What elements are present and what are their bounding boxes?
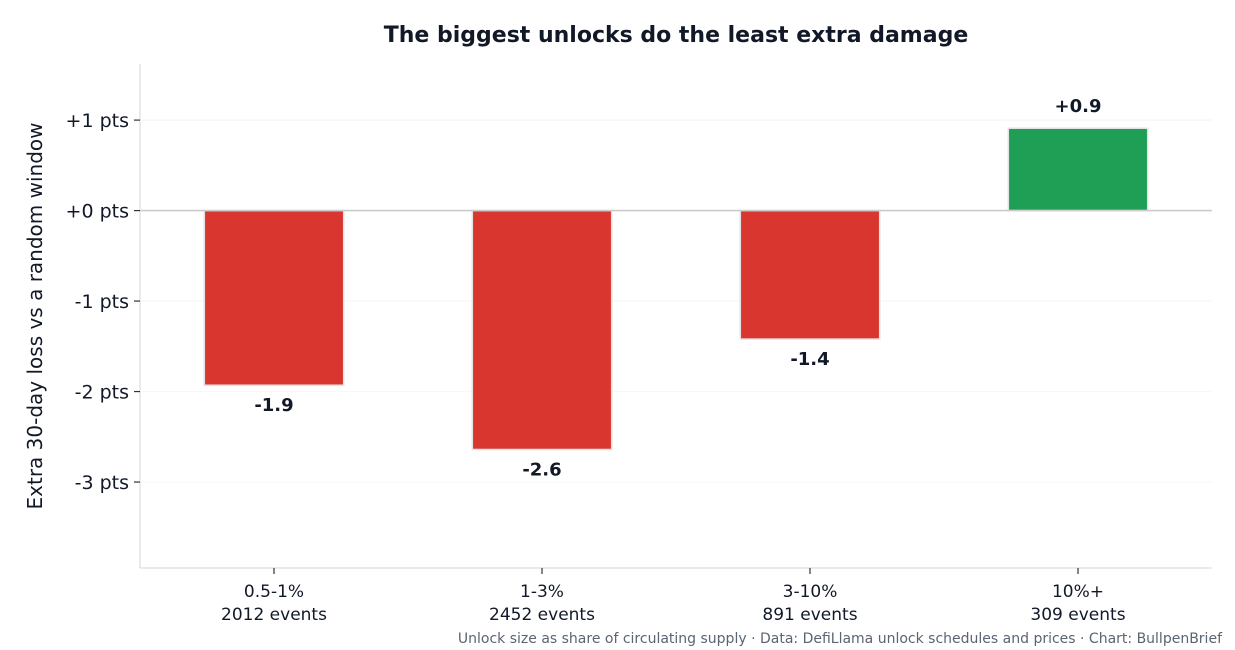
x-tick-label-1: 1-3%: [520, 582, 564, 602]
data-label-1: -2.6: [522, 459, 561, 480]
x-categories: 0.5-1% 2012 events 1-3% 2452 events 3-10% 891…: [221, 568, 1126, 625]
y-ticks: +1 pts +0 pts -1 pts -2 pts -3 pts: [66, 110, 140, 494]
x-tick-sublabel-0: 2012 events: [221, 605, 327, 625]
bar-0: [203, 209, 345, 386]
bar-3: [1007, 127, 1149, 212]
y-tick-label-4: -3 pts: [75, 472, 129, 494]
axes: [139, 64, 1212, 569]
y-axis-label: Extra 30-day loss vs a random window: [23, 123, 47, 510]
y-tick-label-0: +1 pts: [66, 110, 129, 132]
data-label-0: -1.9: [254, 395, 293, 416]
bars: [203, 127, 1149, 451]
chart-footer: Unlock size as share of circulating supp…: [458, 631, 1223, 647]
data-labels: -1.9 -2.6 -1.4 +0.9: [254, 96, 1101, 480]
x-tick-sublabel-3: 309 events: [1030, 605, 1125, 625]
x-tick-label-0: 0.5-1%: [244, 582, 304, 602]
x-tick-sublabel-2: 891 events: [762, 605, 857, 625]
data-label-2: -1.4: [790, 349, 829, 370]
x-tick-label-2: 3-10%: [783, 582, 838, 602]
x-tick-sublabel-1: 2452 events: [489, 605, 595, 625]
y-tick-label-2: -1 pts: [75, 291, 129, 313]
bar-1: [471, 209, 613, 451]
y-tick-label-3: -2 pts: [75, 382, 129, 404]
data-label-3: +0.9: [1055, 96, 1102, 117]
y-tick-label-1: +0 pts: [66, 201, 129, 223]
bar-2: [739, 209, 881, 340]
x-tick-label-3: 10%+: [1052, 582, 1104, 602]
chart-title: The biggest unlocks do the least extra d…: [384, 23, 969, 48]
